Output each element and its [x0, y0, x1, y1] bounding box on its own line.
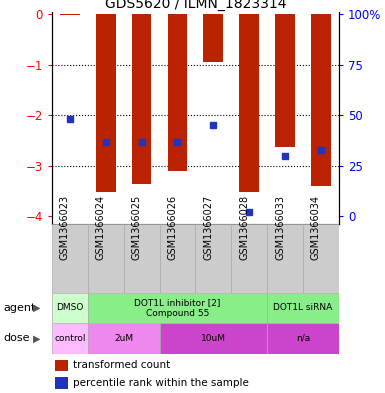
- Bar: [60, 14, 80, 15]
- Bar: [159, 323, 267, 354]
- Text: DOT1L siRNA: DOT1L siRNA: [273, 303, 333, 312]
- Text: agent: agent: [4, 303, 36, 313]
- Bar: [55, 377, 68, 389]
- Bar: [52, 323, 88, 354]
- Text: DMSO: DMSO: [56, 303, 84, 312]
- Bar: [88, 293, 267, 323]
- Bar: [88, 323, 159, 354]
- Text: GSM1366025: GSM1366025: [132, 195, 142, 260]
- Text: GSM1366034: GSM1366034: [311, 195, 321, 260]
- Title: GDS5620 / ILMN_1823314: GDS5620 / ILMN_1823314: [105, 0, 286, 11]
- Text: 2uM: 2uM: [114, 334, 133, 343]
- Text: GSM1366027: GSM1366027: [203, 195, 213, 260]
- Text: transformed count: transformed count: [74, 360, 171, 371]
- Bar: [303, 224, 339, 293]
- Bar: [267, 224, 303, 293]
- Bar: [195, 224, 231, 293]
- Text: percentile rank within the sample: percentile rank within the sample: [74, 378, 249, 388]
- Bar: [124, 224, 159, 293]
- Text: GSM1366033: GSM1366033: [275, 195, 285, 260]
- Bar: [132, 14, 151, 184]
- Text: control: control: [54, 334, 85, 343]
- Text: DOT1L inhibitor [2]
Compound 55: DOT1L inhibitor [2] Compound 55: [134, 298, 221, 318]
- Text: GSM1366026: GSM1366026: [167, 195, 177, 260]
- Bar: [52, 293, 88, 323]
- Bar: [267, 323, 339, 354]
- Bar: [203, 14, 223, 62]
- Bar: [52, 224, 88, 293]
- Text: ▶: ▶: [33, 333, 40, 343]
- Text: ▶: ▶: [33, 303, 40, 313]
- Bar: [96, 14, 115, 192]
- Text: 10uM: 10uM: [201, 334, 226, 343]
- Text: n/a: n/a: [296, 334, 310, 343]
- Bar: [275, 14, 295, 147]
- Bar: [55, 360, 68, 371]
- Bar: [231, 224, 267, 293]
- Bar: [167, 14, 187, 171]
- Bar: [311, 14, 331, 186]
- Text: GSM1366028: GSM1366028: [239, 195, 249, 260]
- Bar: [88, 224, 124, 293]
- Text: GSM1366024: GSM1366024: [96, 195, 106, 260]
- Bar: [159, 224, 196, 293]
- Text: GSM1366023: GSM1366023: [60, 195, 70, 260]
- Bar: [267, 293, 339, 323]
- Text: dose: dose: [4, 333, 30, 343]
- Bar: [239, 14, 259, 192]
